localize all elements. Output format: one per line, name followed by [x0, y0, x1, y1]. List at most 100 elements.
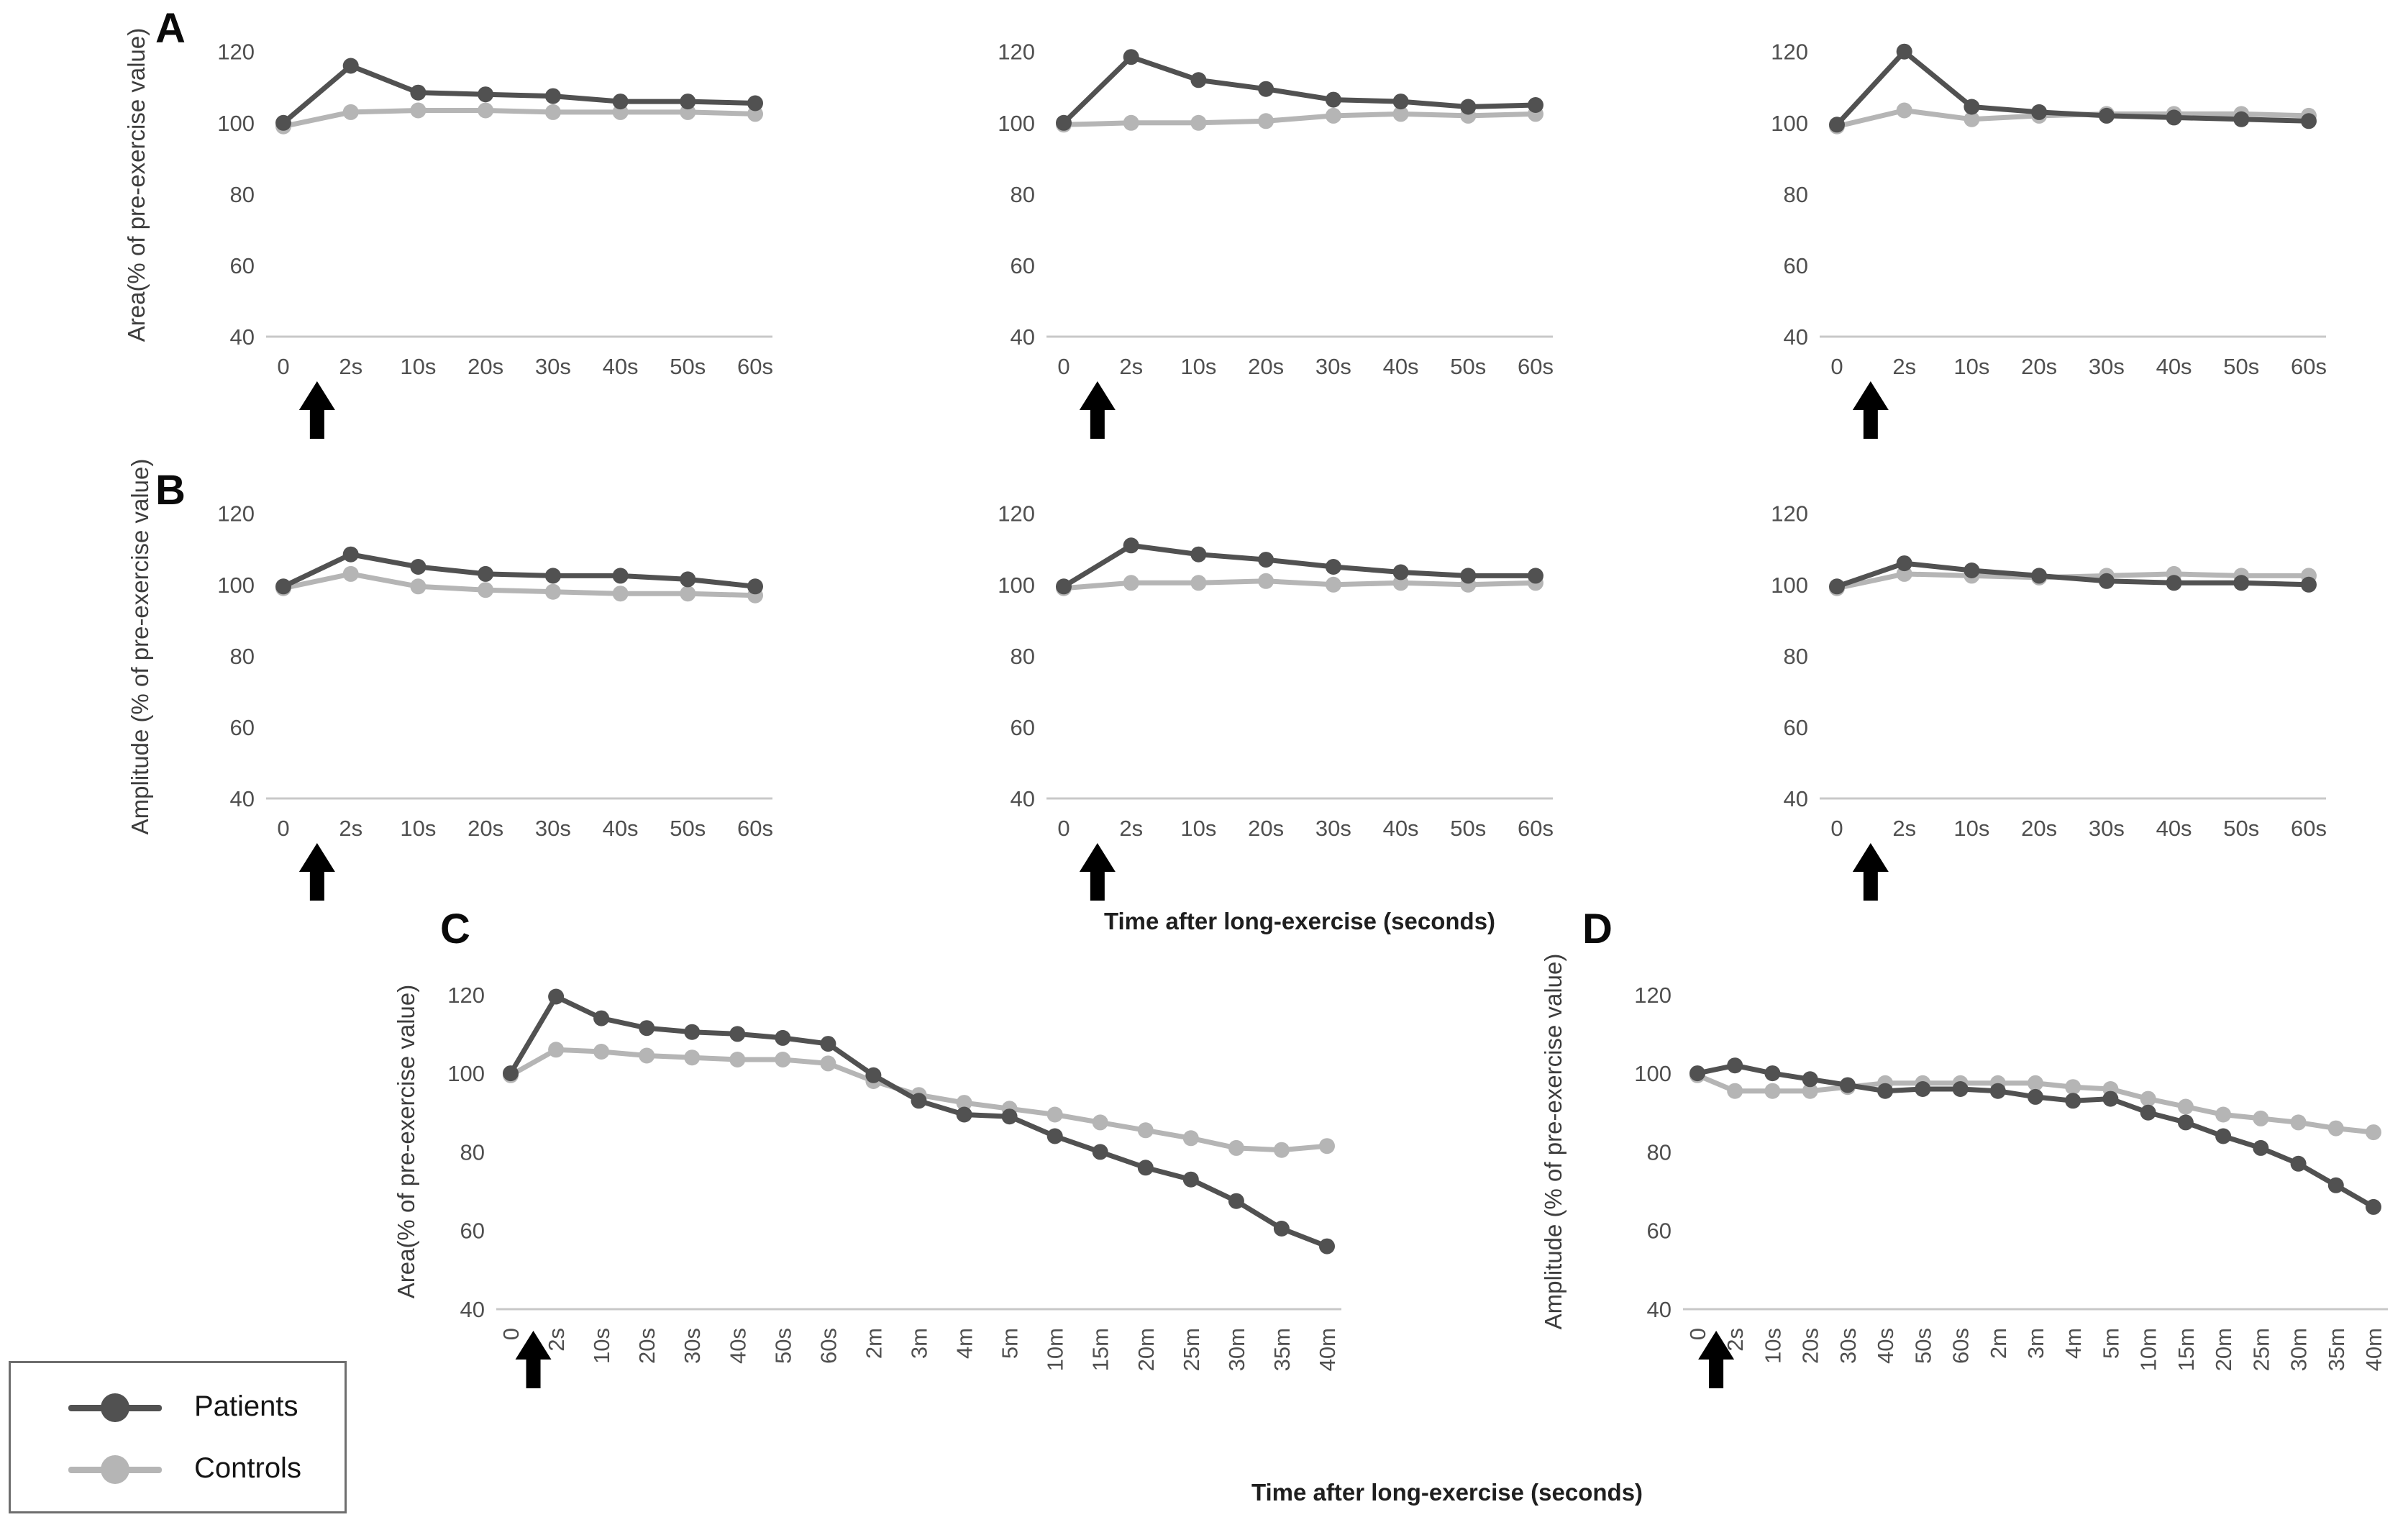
data-point-patients	[1829, 117, 1845, 133]
data-point-patients	[1964, 99, 1980, 115]
data-point-patients	[2301, 576, 2317, 593]
data-point-controls	[820, 1055, 836, 1072]
x-tick-label: 20m	[1134, 1328, 1159, 1371]
x-tick-label: 25m	[2248, 1328, 2274, 1371]
data-point-patients	[2065, 1093, 2081, 1109]
data-point-patients	[1258, 552, 1274, 568]
data-point-patients	[1460, 568, 1477, 584]
data-point-patients	[911, 1093, 927, 1109]
x-tick-label: 0	[1685, 1328, 1710, 1340]
y-tick-label: 60	[1647, 1219, 1672, 1244]
x-tick-label: 25m	[1179, 1328, 1204, 1371]
legend: Patients Controls	[9, 1361, 347, 1513]
chart-amplitude-exercise1: 120 100 80 60 40 0 2s 10s 20s 30s 40s 50s 60s	[187, 475, 791, 921]
data-point-controls	[478, 582, 494, 598]
patients-marker-icon	[101, 1393, 129, 1422]
x-tick-label: 0	[1057, 354, 1070, 379]
x-tick-label: 40s	[603, 354, 639, 379]
legend-item-controls: Controls	[11, 1441, 345, 1498]
data-point-patients	[1123, 49, 1139, 65]
x-tick-label: 60s	[737, 816, 773, 841]
y-tick-label: 80	[1784, 182, 1808, 207]
y-tick-label: 120	[1771, 40, 1808, 65]
x-tick-label: 3m	[907, 1328, 932, 1359]
data-point-patients	[2215, 1128, 2232, 1144]
data-point-controls	[1228, 1139, 1244, 1156]
up-arrow-icon	[1852, 843, 1889, 901]
x-tick-label: 0	[1830, 816, 1843, 841]
data-point-patients	[1802, 1071, 1818, 1088]
x-tick-label: 0	[1830, 354, 1843, 379]
y-tick-label: 100	[998, 573, 1035, 598]
x-tick-label: 20s	[468, 354, 503, 379]
chart-svg-B1: 120 100 80 60 40 0 2s 10s 20s 30s 40s 50s 60s	[217, 501, 773, 901]
x-tick-label: 5m	[998, 1328, 1023, 1359]
series-line-patients	[508, 993, 1328, 1249]
x-tick-label: 40s	[725, 1328, 750, 1364]
x-tick-label: 35m	[2324, 1328, 2349, 1371]
y-tick-label: 120	[447, 983, 485, 1008]
up-arrow-icon	[1079, 843, 1116, 901]
x-tick-label: 20s	[1798, 1328, 1823, 1364]
data-point-controls	[1273, 1142, 1290, 1158]
x-tick-label: 2s	[339, 816, 362, 841]
data-point-patients	[275, 114, 291, 131]
data-point-patients	[1182, 1171, 1199, 1188]
data-point-controls	[593, 1044, 610, 1060]
data-point-patients	[1137, 1160, 1154, 1176]
chart-svg-A2: 120 100 80 60 40 0 2s 10s 20s 30s 40s 50s 60s	[998, 40, 1554, 439]
data-point-patients	[1964, 563, 1980, 578]
y-tick-label: 120	[1771, 501, 1808, 527]
data-point-patients	[1056, 578, 1072, 595]
x-tick-label: 10s	[400, 354, 436, 379]
x-tick-label: 60s	[1518, 354, 1554, 379]
y-tick-label: 40	[1784, 324, 1808, 350]
data-point-patients	[2233, 111, 2250, 127]
x-tick-label: 30s	[535, 816, 571, 841]
y-tick-label: 80	[1784, 644, 1808, 669]
data-point-controls	[410, 578, 427, 595]
x-tick-label: 50s	[670, 816, 706, 841]
x-tick-label: 4m	[2061, 1328, 2086, 1359]
x-tick-label: 20s	[468, 816, 503, 841]
x-tick-label: 10m	[2136, 1328, 2161, 1371]
panel-label-b: B	[155, 467, 186, 514]
x-tick-label: 15m	[1088, 1328, 1113, 1371]
data-point-patients	[1056, 114, 1072, 131]
data-point-controls	[2290, 1114, 2307, 1131]
legend-label-patients: Patients	[194, 1390, 298, 1422]
data-point-patients	[1190, 72, 1207, 88]
y-tick-label: 40	[1784, 786, 1808, 811]
data-point-patients	[1460, 99, 1477, 115]
data-point-patients	[1915, 1081, 1931, 1097]
data-point-controls	[1123, 575, 1139, 591]
data-point-patients	[1528, 97, 1543, 113]
x-tick-label: 20s	[1248, 354, 1284, 379]
x-tick-label: 50s	[670, 354, 706, 379]
data-point-patients	[1092, 1144, 1108, 1160]
up-arrow-icon	[1698, 1331, 1735, 1388]
panel-label-a: A	[155, 5, 186, 52]
y-tick-label: 40	[230, 786, 255, 811]
x-tick-label: 30s	[535, 354, 571, 379]
data-point-controls	[2177, 1098, 2194, 1115]
y-tick-label: 40	[1011, 786, 1035, 811]
data-point-patients	[1001, 1108, 1018, 1125]
data-point-patients	[1727, 1057, 1743, 1074]
data-point-controls	[2028, 1075, 2043, 1091]
data-point-patients	[1325, 91, 1341, 108]
chart-svg-C: 120 100 80 60 40 0 2s 10s 20s 30s 40s 50s 60s 2m 3m 4m 5…	[447, 983, 1341, 1388]
data-point-patients	[729, 1026, 746, 1042]
data-point-controls	[1182, 1130, 1199, 1147]
data-point-patients	[775, 1029, 791, 1046]
x-tick-label: 2s	[1723, 1328, 1748, 1352]
x-tick-label: 0	[277, 816, 289, 841]
chart-svg-B3: 120 100 80 60 40 0 2s 10s 20s 30s 40s 50s 60s	[1771, 501, 2327, 901]
y-tick-label: 100	[1771, 111, 1808, 136]
data-point-controls	[544, 104, 561, 120]
series-line-patients	[282, 552, 756, 589]
data-point-controls	[2366, 1124, 2381, 1141]
x-tick-label: 40s	[603, 816, 639, 841]
data-point-patients	[747, 95, 763, 111]
